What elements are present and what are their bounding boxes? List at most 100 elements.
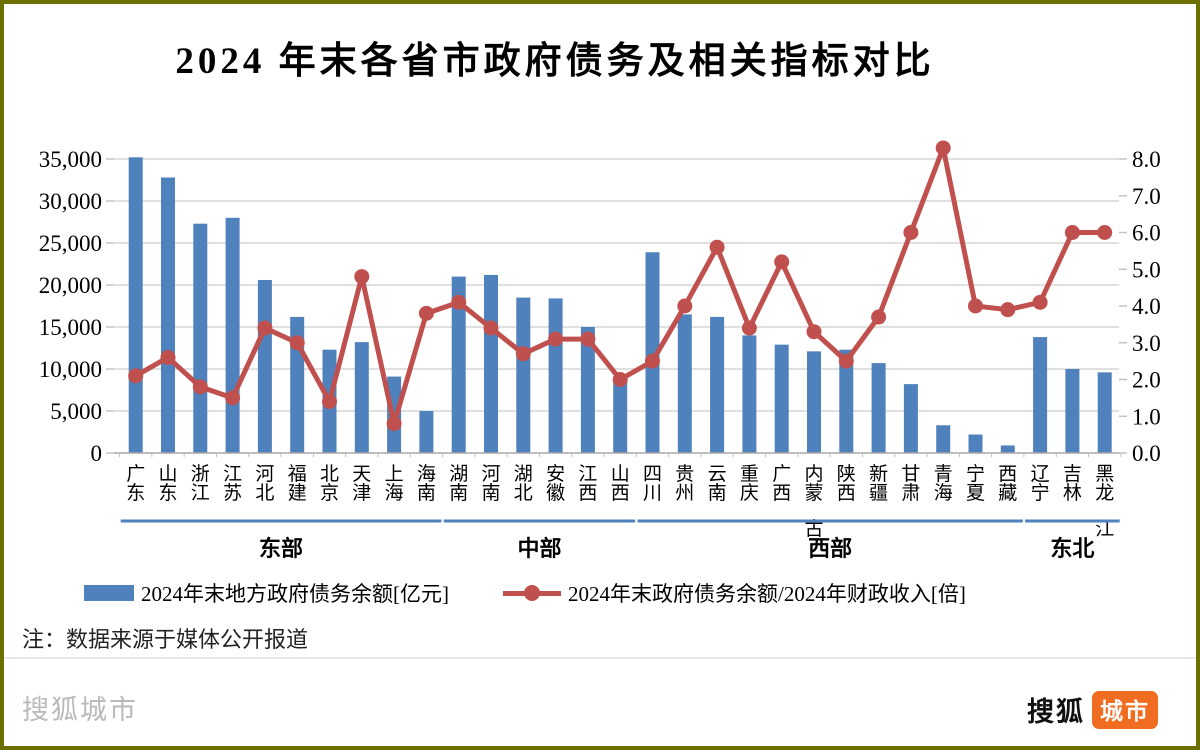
line-point-贵州	[677, 298, 693, 314]
x-label-海南: 海南	[417, 463, 436, 504]
line-point-山东	[160, 349, 176, 365]
bar-贵州	[677, 314, 692, 453]
legend-item-line-series: 2024年末政府债务余额/2024年财政收入[倍]	[503, 578, 966, 608]
group-label-西部: 西部	[808, 536, 852, 561]
line-point-湖北	[515, 346, 531, 362]
x-label-山西: 山西	[611, 463, 630, 504]
left-axis-tick-label: 20,000	[39, 273, 102, 298]
right-axis-tick-label: 7.0	[1132, 184, 1161, 209]
line-series-swatch	[503, 585, 561, 601]
right-axis-tick-label: 3.0	[1132, 331, 1161, 356]
x-label-辽宁: 辽宁	[1031, 463, 1050, 504]
x-label-广西: 广西	[772, 463, 791, 504]
left-axis-tick-label: 10,000	[39, 357, 102, 382]
right-axis-tick-label: 0.0	[1132, 441, 1161, 466]
line-point-黑龙江	[1097, 225, 1113, 240]
watermark-text: 搜狐城市	[22, 695, 138, 725]
bar-重庆	[742, 335, 757, 453]
line-point-云南	[709, 239, 725, 255]
x-label-云南: 云南	[708, 464, 727, 504]
right-axis-tick-label: 2.0	[1132, 368, 1161, 393]
x-label-北京: 北京	[320, 463, 339, 504]
x-label-江西: 江西	[578, 463, 597, 504]
line-point-浙江	[192, 379, 208, 395]
x-label-吉林: 吉林	[1063, 463, 1082, 504]
bar-吉林	[1065, 369, 1080, 453]
x-label-甘肃: 甘肃	[901, 463, 920, 504]
line-point-陕西	[838, 353, 854, 369]
x-label-湖南: 湖南	[449, 463, 468, 504]
group-label-东部: 东部	[259, 536, 303, 561]
right-axis-tick-label: 4.0	[1132, 294, 1161, 319]
bar-河北	[257, 279, 272, 453]
source-note: 注：数据来源于媒体公开报道	[22, 627, 309, 652]
line-point-辽宁	[1032, 294, 1048, 310]
line-point-重庆	[741, 320, 757, 336]
x-label-内蒙古: 内蒙古	[804, 463, 823, 540]
bar-天津	[354, 342, 369, 453]
line-point-福建	[289, 335, 305, 351]
line-point-宁夏	[968, 298, 983, 314]
line-point-吉林	[1064, 225, 1080, 240]
bar-江苏	[225, 217, 240, 453]
bar-安徽	[548, 298, 563, 453]
bar-青海	[936, 425, 951, 453]
bar-湖北	[516, 297, 531, 453]
left-axis-tick-label: 5,000	[50, 399, 102, 424]
left-axis-tick-label: 35,000	[39, 147, 102, 172]
bar-江西	[580, 327, 595, 453]
x-label-天津: 天津	[352, 464, 371, 504]
x-label-河南: 河南	[481, 463, 500, 504]
left-axis-tick-label: 25,000	[39, 231, 102, 256]
line-point-内蒙古	[806, 324, 822, 340]
bar-甘肃	[903, 384, 918, 453]
right-axis-tick-label: 8.0	[1132, 147, 1161, 172]
bar-海南	[419, 411, 434, 453]
line-point-天津	[354, 269, 370, 285]
x-label-浙江: 浙江	[191, 463, 210, 504]
bar-series-label: 2024年末地方政府债务余额[亿元]	[141, 582, 449, 606]
line-point-江苏	[225, 390, 241, 406]
bar-云南	[710, 316, 725, 453]
line-point-甘肃	[903, 225, 919, 240]
bar-内蒙古	[807, 351, 821, 453]
group-label-东北: 东北	[1050, 536, 1094, 561]
line-point-四川	[645, 353, 660, 369]
bar-series-swatch	[84, 585, 134, 601]
x-label-陕西: 陕西	[837, 463, 856, 504]
bar-河南	[484, 274, 498, 453]
left-axis-tick-label: 0	[91, 441, 103, 466]
bar-黑龙江	[1097, 372, 1112, 453]
line-point-广东	[128, 368, 144, 384]
legend-item-bar-series: 2024年末地方政府债务余额[亿元]	[84, 578, 449, 608]
x-label-山东: 山东	[158, 463, 177, 504]
bar-新疆	[871, 363, 886, 453]
x-label-黑龙江: 黑龙江	[1095, 464, 1114, 540]
bar-广西	[774, 344, 789, 453]
chart-title: 2024 年末各省市政府债务及相关指标对比	[175, 41, 935, 82]
bar-四川	[645, 252, 660, 453]
x-label-江苏: 江苏	[223, 463, 242, 504]
line-series-label: 2024年末政府债务余额/2024年财政收入[倍]	[568, 582, 966, 606]
bar-山西	[613, 380, 628, 453]
line-point-青海	[935, 140, 951, 156]
x-label-西藏: 西藏	[998, 464, 1017, 504]
bar-湖南	[451, 276, 466, 453]
left-axis-tick-label: 30,000	[39, 189, 102, 214]
right-axis-tick-label: 5.0	[1132, 257, 1161, 282]
right-axis-tick-label: 6.0	[1132, 221, 1161, 246]
legend: 2024年末地方政府债务余额[亿元] 2024年末政府债务余额/2024年财政收…	[84, 578, 966, 608]
bar-广东	[128, 157, 143, 453]
line-point-上海	[386, 416, 402, 432]
line-point-西藏	[1000, 302, 1016, 318]
line-point-北京	[322, 394, 337, 410]
line-point-湖南	[451, 294, 467, 310]
line-point-河南	[483, 320, 499, 336]
sohu-city-logo: 搜狐 城市	[1027, 690, 1158, 729]
bar-宁夏	[968, 434, 983, 453]
x-label-四川: 四川	[643, 464, 662, 504]
line-point-江西	[580, 331, 596, 347]
logo-badge-city: 城市	[1092, 690, 1158, 729]
debt-comparison-chart: 35,000 30,000 25,000 20,000 15,000 10,000 5,00…	[39, 140, 1161, 561]
